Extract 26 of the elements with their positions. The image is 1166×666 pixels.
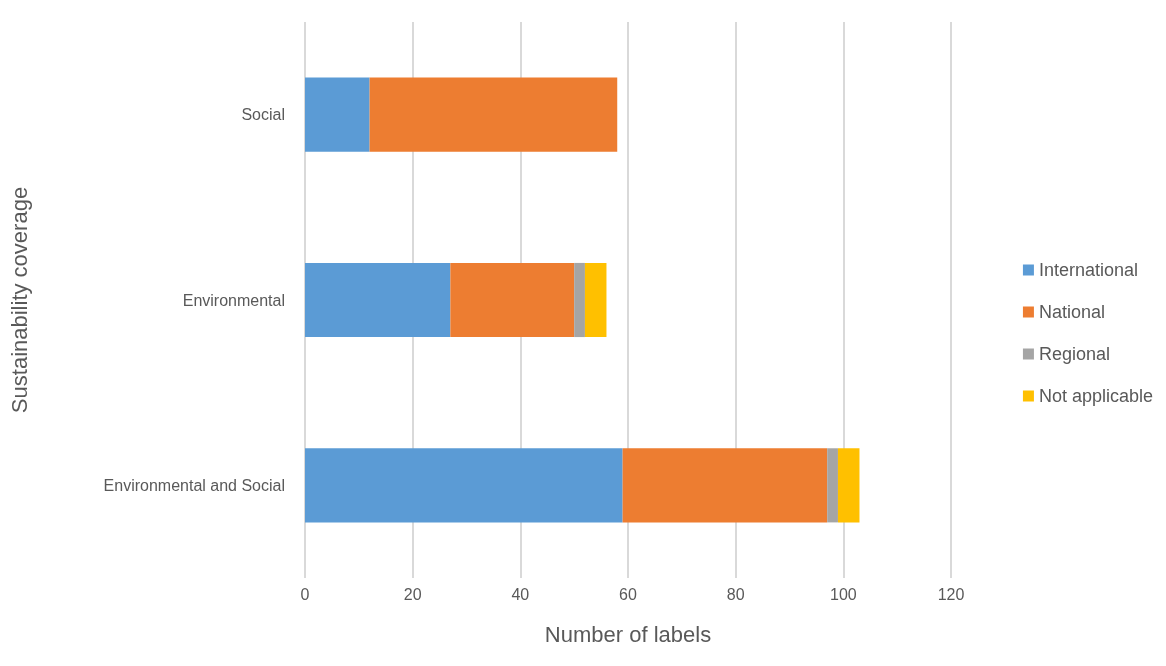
bar [622, 448, 828, 523]
bar [369, 77, 618, 152]
bar [305, 262, 451, 338]
bar [305, 448, 623, 523]
x-tick-label: 80 [726, 585, 745, 603]
x-tick-label: 100 [829, 585, 857, 603]
bar [450, 262, 575, 338]
bar [574, 262, 585, 338]
x-tick-label: 120 [937, 585, 965, 603]
bar [837, 448, 860, 523]
x-axis-title: Number of labels [544, 621, 712, 647]
legend-label: Regional [1038, 344, 1110, 364]
legend-label: Not applicable [1038, 386, 1153, 406]
legend-label: National [1038, 302, 1105, 322]
y-tick-label: Environmental [182, 291, 285, 309]
y-tick-label: Social [241, 106, 285, 124]
x-tick-label: 60 [619, 585, 637, 603]
bar [305, 77, 370, 152]
x-tick-label: 20 [403, 585, 422, 603]
x-tick-label: 0 [300, 585, 310, 603]
bar [827, 448, 838, 523]
x-tick-label: 40 [511, 585, 530, 603]
y-axis-title: Sustainability coverage [6, 186, 32, 414]
bar [584, 262, 607, 338]
y-tick-label: Environmental and Social [103, 476, 285, 494]
legend-label: International [1038, 260, 1138, 280]
